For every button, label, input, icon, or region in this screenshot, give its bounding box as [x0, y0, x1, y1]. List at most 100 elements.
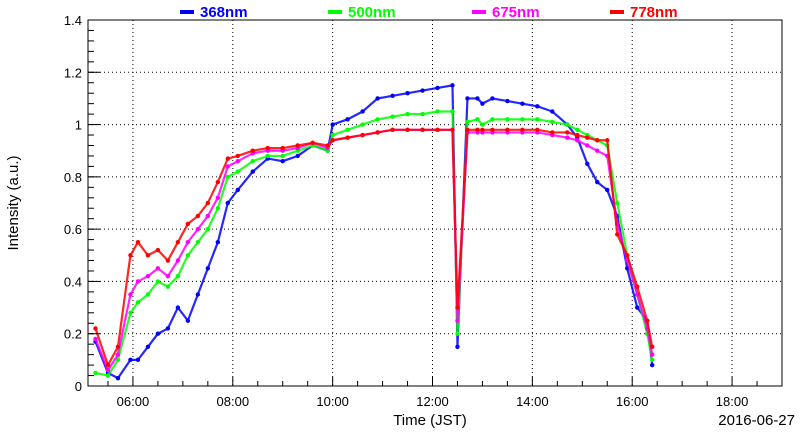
- data-point-675nm: [565, 135, 570, 140]
- data-point-778nm: [265, 145, 270, 151]
- data-point-368nm: [550, 109, 555, 114]
- legend: 368nm 500nm 675nm 778nm: [180, 4, 678, 21]
- data-point-675nm: [175, 258, 181, 263]
- data-point-675nm: [145, 274, 151, 279]
- data-point-675nm: [455, 318, 460, 323]
- x-axis-title: Time (JST): [393, 412, 467, 429]
- data-point-778nm: [175, 240, 181, 245]
- data-point-778nm: [145, 253, 151, 258]
- data-point-778nm: [595, 138, 600, 143]
- data-point-368nm: [195, 292, 201, 297]
- y-tick-label: 0.2: [64, 327, 82, 342]
- data-point-368nm: [360, 109, 365, 114]
- data-point-778nm: [330, 138, 335, 143]
- data-point-675nm: [155, 266, 161, 271]
- data-point-778nm: [615, 232, 620, 237]
- data-point-500nm: [615, 200, 620, 206]
- data-point-778nm: [635, 284, 640, 289]
- data-point-500nm: [165, 284, 171, 289]
- data-point-500nm: [535, 117, 540, 122]
- data-point-675nm: [128, 292, 133, 297]
- y-axis-title: Intensity (a.u.): [5, 155, 22, 250]
- data-point-500nm: [225, 174, 230, 180]
- data-point-500nm: [475, 117, 480, 122]
- data-point-368nm: [420, 88, 425, 93]
- data-point-778nm: [165, 258, 171, 263]
- data-point-368nm: [505, 98, 510, 104]
- data-point-778nm: [535, 127, 540, 132]
- data-point-675nm: [165, 274, 171, 279]
- data-point-778nm: [625, 253, 630, 258]
- y-tick-label: 1.2: [64, 65, 82, 80]
- y-tick-label: 1: [75, 118, 82, 133]
- data-point-368nm: [405, 91, 410, 96]
- data-point-500nm: [575, 127, 580, 132]
- data-point-778nm: [205, 200, 211, 206]
- data-point-675nm: [195, 226, 201, 232]
- data-point-368nm: [128, 357, 133, 363]
- data-point-368nm: [649, 362, 655, 368]
- data-point-500nm: [280, 153, 285, 159]
- data-point-500nm: [465, 119, 470, 125]
- x-tick-label: 10:00: [316, 394, 349, 409]
- data-point-778nm: [225, 156, 230, 161]
- plot-frame: [87, 19, 783, 387]
- data-point-368nm: [115, 375, 121, 381]
- data-point-368nm: [490, 96, 495, 101]
- data-point-675nm: [115, 352, 121, 357]
- data-point-368nm: [155, 331, 161, 336]
- data-point-368nm: [450, 83, 455, 88]
- data-point-778nm: [480, 127, 485, 132]
- data-point-778nm: [450, 127, 455, 132]
- data-point-675nm: [135, 279, 141, 284]
- data-point-778nm: [420, 127, 425, 132]
- data-point-368nm: [480, 101, 485, 106]
- data-point-675nm: [93, 336, 98, 342]
- data-point-778nm: [565, 130, 570, 135]
- x-tick-label: 14:00: [516, 394, 549, 409]
- data-point-368nm: [225, 200, 230, 206]
- data-point-778nm: [93, 326, 98, 331]
- data-point-500nm: [520, 117, 525, 122]
- data-point-778nm: [250, 148, 255, 153]
- legend-label-500nm: 500nm: [348, 4, 396, 21]
- data-point-500nm: [195, 240, 201, 245]
- data-point-778nm: [155, 247, 161, 253]
- y-tick-label: 0: [75, 379, 82, 394]
- data-point-778nm: [215, 179, 221, 185]
- data-point-778nm: [435, 127, 440, 132]
- data-point-368nm: [280, 158, 285, 164]
- data-point-500nm: [115, 357, 121, 363]
- data-point-778nm: [455, 305, 460, 310]
- data-point-368nm: [250, 169, 255, 174]
- data-point-500nm: [128, 310, 133, 315]
- data-point-778nm: [575, 132, 580, 138]
- series-778nm: [93, 127, 655, 368]
- data-point-368nm: [215, 240, 221, 245]
- data-point-368nm: [635, 305, 640, 310]
- data-point-368nm: [205, 266, 211, 271]
- data-point-778nm: [345, 135, 350, 140]
- data-point-368nm: [145, 344, 151, 349]
- data-point-500nm: [145, 292, 151, 297]
- y-tick-label: 1.4: [64, 13, 82, 28]
- legend-label-675nm: 675nm: [492, 4, 540, 21]
- data-point-778nm: [490, 127, 495, 132]
- data-point-500nm: [480, 122, 485, 127]
- data-point-778nm: [325, 143, 330, 148]
- data-point-368nm: [535, 104, 540, 109]
- data-point-778nm: [195, 213, 201, 219]
- data-point-368nm: [295, 153, 300, 159]
- data-point-778nm: [135, 240, 141, 245]
- data-point-500nm: [490, 117, 495, 122]
- data-point-368nm: [520, 101, 525, 106]
- data-point-675nm: [215, 195, 221, 200]
- data-point-675nm: [185, 240, 191, 245]
- data-point-778nm: [185, 221, 191, 227]
- tick-layer: 06:00 08:00 10:00 12:00 14:00 16:00 18:00 0 0.2 0…: [64, 13, 783, 409]
- data-point-500nm: [390, 114, 395, 119]
- data-point-675nm: [585, 143, 590, 148]
- data-point-675nm: [575, 138, 580, 143]
